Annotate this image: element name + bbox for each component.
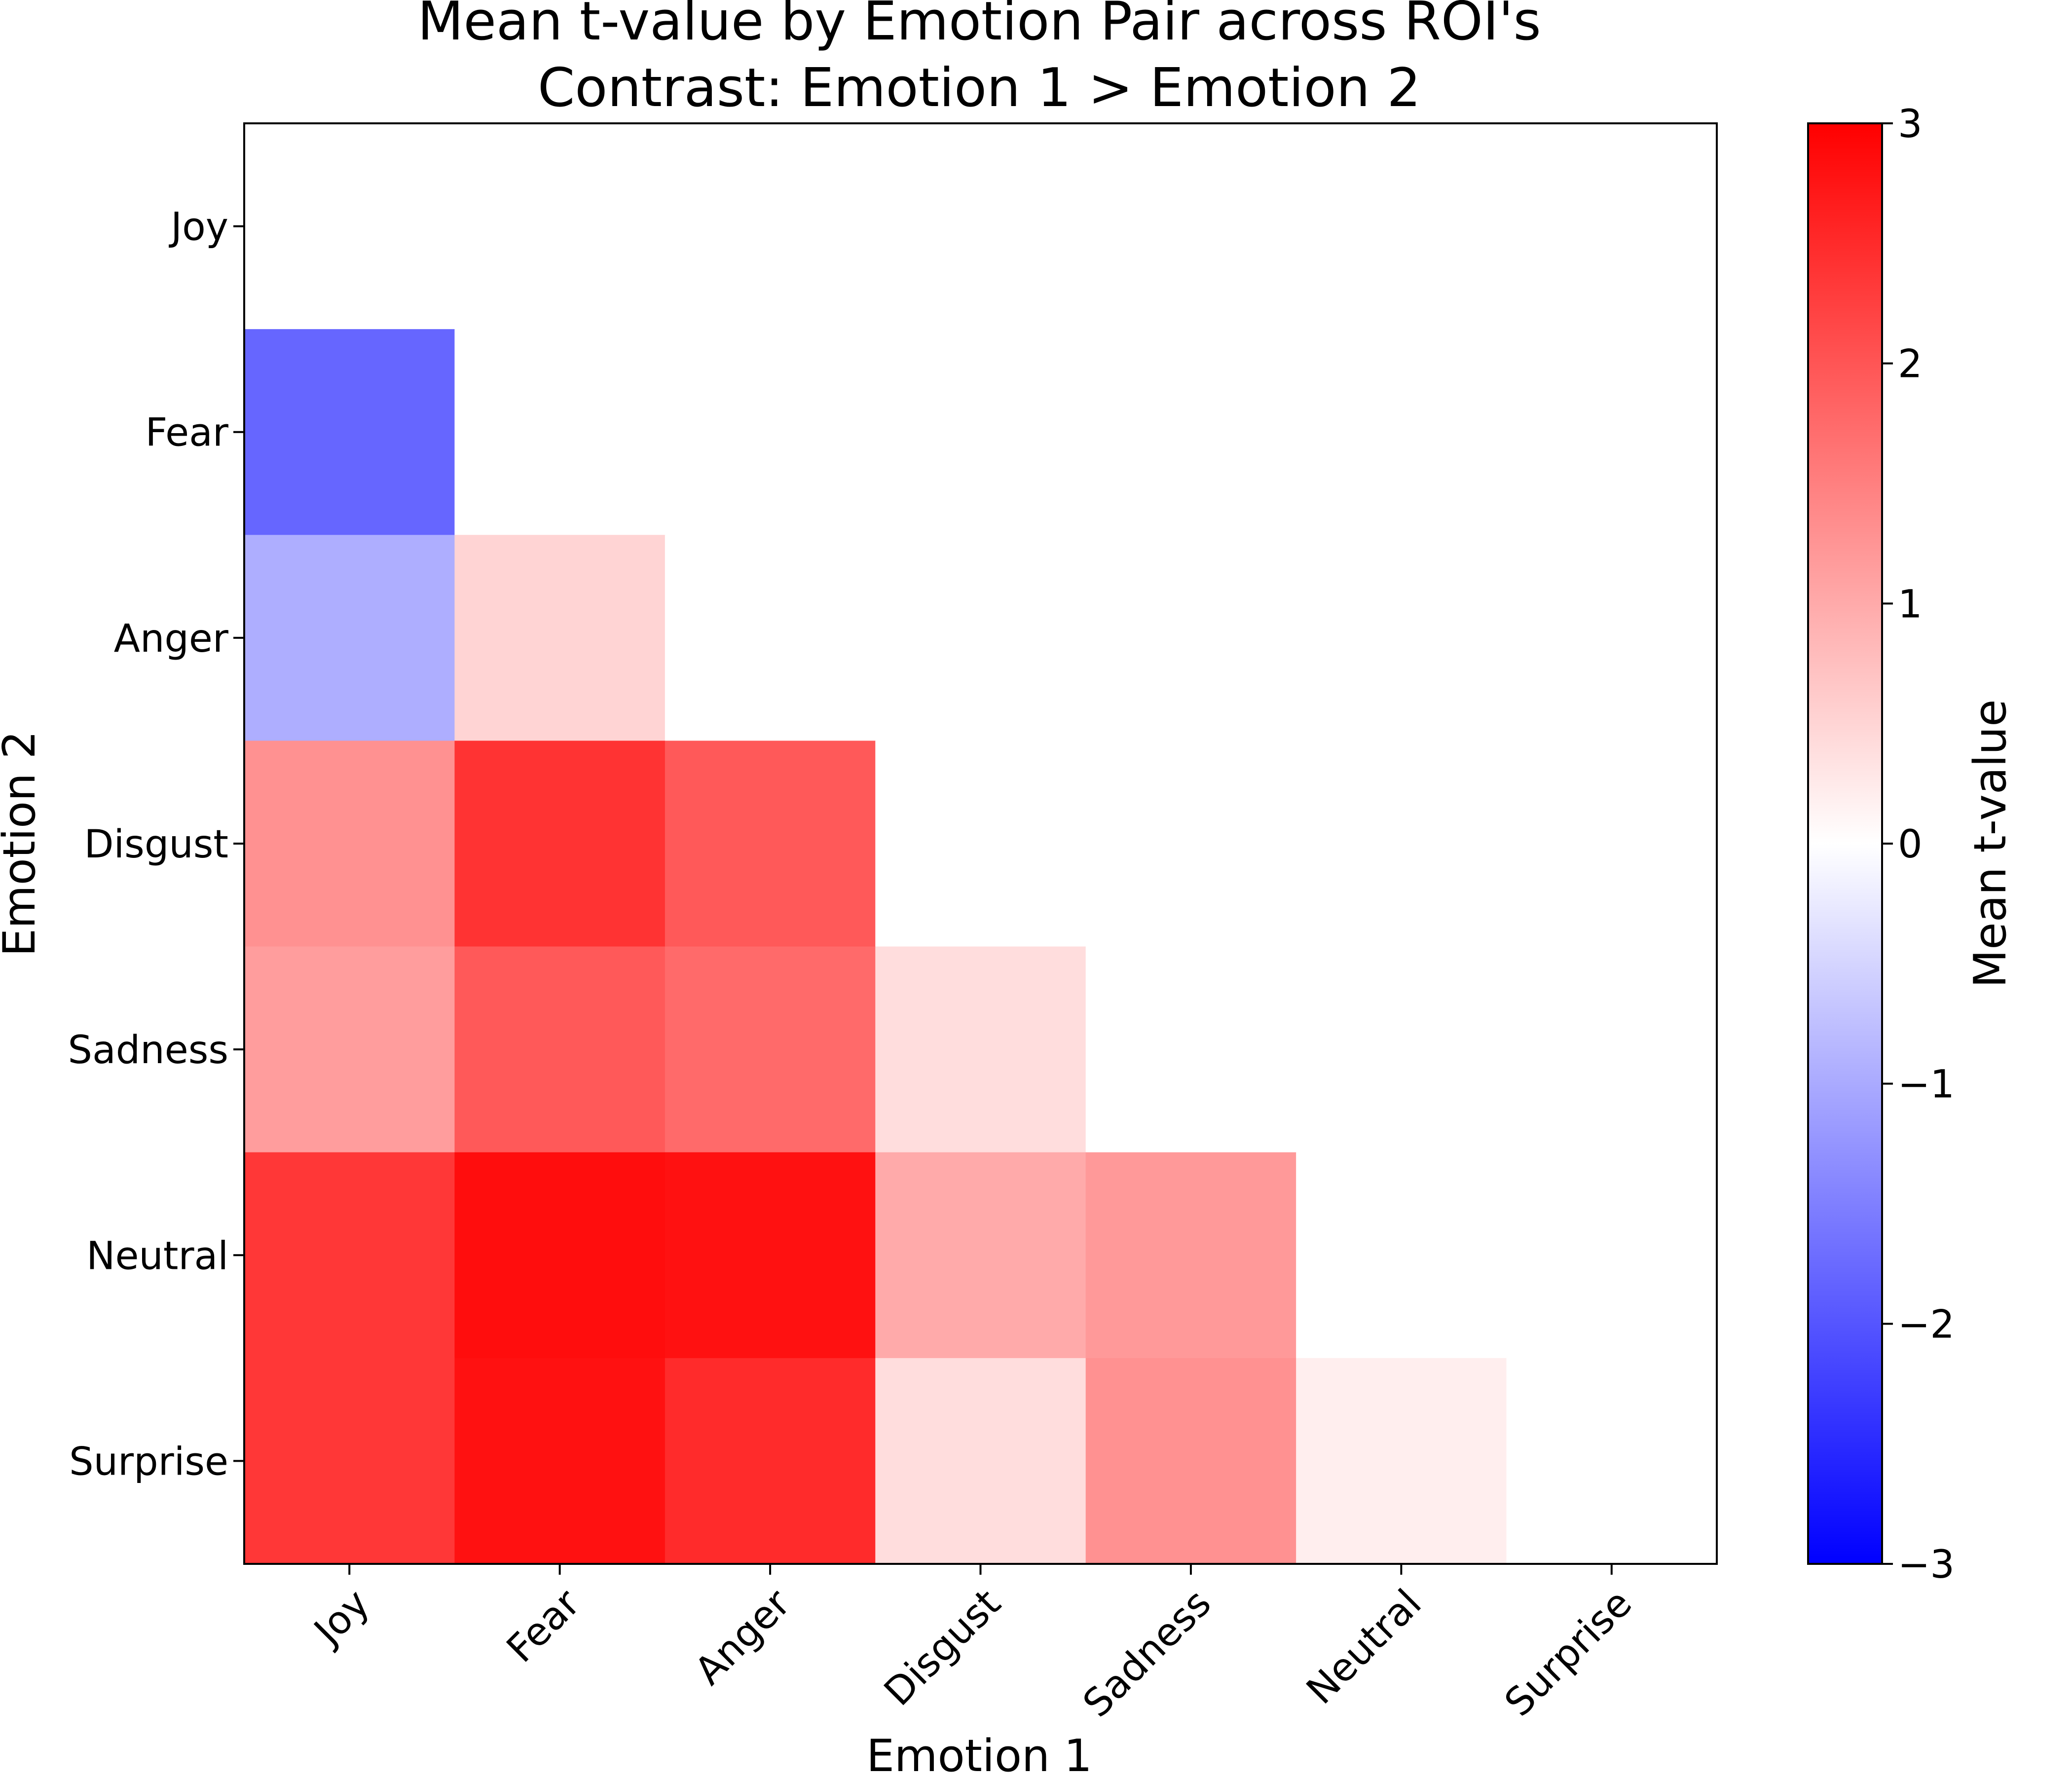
- x-axis-ticks: Joy Fear Anger Disgust Sadness Neutral Surpris…: [304, 1564, 1640, 1726]
- x-tick-label: Anger: [687, 1581, 800, 1694]
- heatmap-cell: [665, 535, 876, 741]
- heatmap-cell: [454, 535, 666, 741]
- heatmap-cell: [1085, 1152, 1296, 1359]
- y-axis-ticks: Joy Fear Anger Disgust Sadness Neutral Surpris…: [68, 205, 244, 1484]
- chart-title-line2: Contrast: Emotion 1 > Emotion 2: [538, 57, 1421, 119]
- heatmap-cell: [1296, 1358, 1507, 1564]
- x-tick-label: Fear: [498, 1581, 589, 1671]
- heatmap-cell: [244, 123, 455, 330]
- x-tick-label: Sadness: [1075, 1581, 1220, 1726]
- heatmap-cell: [454, 1152, 666, 1359]
- colorbar-tick-label: 0: [1898, 822, 1923, 867]
- y-tick-label: Joy: [168, 205, 228, 250]
- colorbar-tick-label: 3: [1898, 102, 1923, 147]
- chart-title-line1: Mean t-value by Emotion Pair across ROI'…: [417, 0, 1541, 52]
- colorbar-tick-label: −2: [1898, 1302, 1955, 1347]
- y-tick-label: Neutral: [86, 1234, 228, 1278]
- colorbar-label: Mean t-value: [1964, 700, 2016, 988]
- heatmap-cell: [1085, 1358, 1296, 1564]
- heatmap-cell: [244, 1358, 455, 1564]
- x-axis-label: Emotion 1: [866, 1730, 1092, 1776]
- y-axis-label: Emotion 2: [0, 731, 45, 957]
- heatmap-cell: [454, 329, 666, 535]
- heatmap-cell: [244, 1152, 455, 1359]
- heatmap-cell: [665, 740, 876, 947]
- heatmap-cell: [244, 946, 455, 1153]
- colorbar: [1808, 123, 1882, 1564]
- heatmap-cell: [244, 535, 455, 741]
- heatmap-cell: [875, 740, 1086, 947]
- y-tick-label: Anger: [114, 617, 229, 661]
- y-tick-label: Sadness: [68, 1028, 228, 1073]
- colorbar-ticks: −3 −2 −1 0 1 2 3: [1882, 102, 1955, 1587]
- x-tick-label: Neutral: [1298, 1581, 1430, 1713]
- heatmap-cell: [1506, 1358, 1717, 1564]
- x-tick-label: Joy: [304, 1581, 378, 1655]
- y-tick-label: Disgust: [84, 822, 228, 867]
- heatmap-cell: [875, 1358, 1086, 1564]
- heatmap-cell: [454, 740, 666, 947]
- x-tick-label: Surprise: [1496, 1581, 1640, 1725]
- colorbar-tick-label: 1: [1898, 582, 1923, 627]
- heatmap-cells: [244, 123, 1717, 1564]
- heatmap-cell: [244, 329, 455, 535]
- colorbar-tick-label: −3: [1898, 1543, 1955, 1587]
- y-tick-label: Fear: [146, 411, 229, 455]
- colorbar-tick-label: 2: [1898, 342, 1923, 387]
- heatmap-cell: [665, 1152, 876, 1359]
- heatmap-cell: [665, 1358, 876, 1564]
- heatmap-cell: [665, 946, 876, 1153]
- heatmap-cell: [1296, 1152, 1507, 1359]
- x-tick-label: Disgust: [876, 1581, 1009, 1715]
- heatmap-cell: [1085, 946, 1296, 1153]
- heatmap-cell: [875, 946, 1086, 1153]
- heatmap-cell: [454, 946, 666, 1153]
- heatmap-cell: [454, 1358, 666, 1564]
- colorbar-tick-label: −1: [1898, 1063, 1955, 1107]
- heatmap-cell: [875, 1152, 1086, 1359]
- heatmap-cell: [244, 740, 455, 947]
- y-tick-label: Surprise: [69, 1440, 228, 1484]
